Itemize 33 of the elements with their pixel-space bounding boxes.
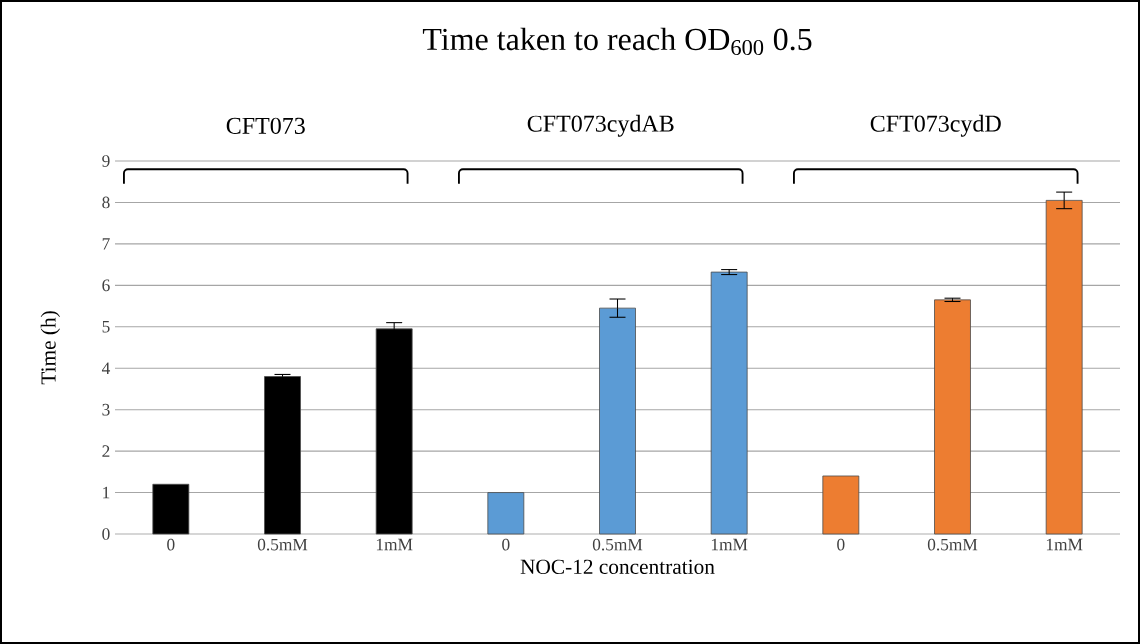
y-tick-label: 9 xyxy=(102,155,110,167)
x-tick-label: 0 xyxy=(502,538,510,551)
y-tick-label: 1 xyxy=(103,486,110,499)
x-tick-label: 0.5mM xyxy=(257,538,308,551)
bar xyxy=(822,475,860,535)
x-tick-label: 0 xyxy=(837,538,845,551)
bar xyxy=(264,376,301,535)
bar xyxy=(599,307,636,535)
bar xyxy=(934,299,971,535)
bar xyxy=(710,271,748,535)
x-axis-title: NOC-12 concentration xyxy=(520,559,715,574)
bar xyxy=(152,483,190,535)
y-tick-label: 6 xyxy=(102,279,110,292)
x-tick-label: 0.5mM xyxy=(927,538,978,551)
text: CFT073cydD xyxy=(870,114,1001,137)
bar xyxy=(1045,199,1083,535)
y-tick-label: 8 xyxy=(102,196,110,209)
x-tick-label: 1mM xyxy=(711,538,748,551)
x-tick-label: 1mM xyxy=(1046,538,1083,551)
chart-title: Time taken to reach OD$_{600}$ 0.5 xyxy=(422,27,812,56)
y-axis-title: Time (h) xyxy=(40,311,61,385)
y-tick-label: 0 xyxy=(102,528,110,540)
x-tick-label: 1mM xyxy=(376,538,413,551)
y-tick-label: 2 xyxy=(102,445,110,457)
bar xyxy=(487,492,525,535)
x-tick-label: 0 xyxy=(167,538,175,551)
y-tick-label: 5 xyxy=(102,321,110,333)
x-tick-label: 0.5mM xyxy=(592,538,643,551)
y-tick-label: 7 xyxy=(102,238,110,250)
text: CFT073 xyxy=(226,117,305,134)
y-tick-label: 3 xyxy=(102,403,110,416)
text: CFT073cydAB xyxy=(527,114,674,137)
y-tick-label: 4 xyxy=(101,362,111,374)
